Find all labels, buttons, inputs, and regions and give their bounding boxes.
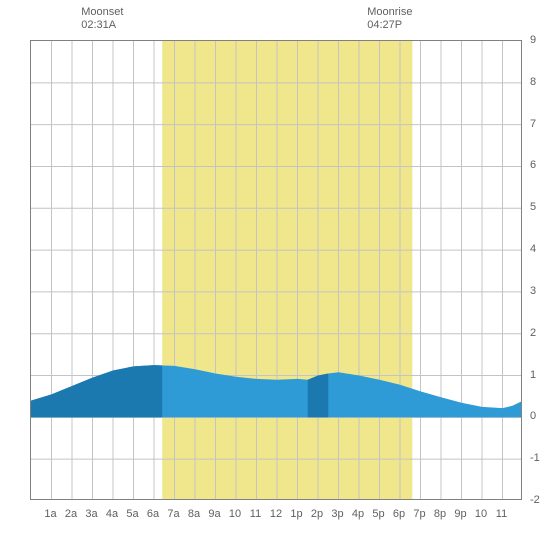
x-tick-label: 7p [413, 508, 425, 520]
x-tick-label: 1a [44, 508, 56, 520]
x-tick-label: 4p [352, 508, 364, 520]
x-tick-label: 5p [372, 508, 384, 520]
y-tick-label: 4 [530, 243, 536, 255]
x-tick-label: 11 [250, 508, 261, 520]
y-tick-label: 5 [530, 201, 536, 213]
y-tick-label: 8 [530, 76, 536, 88]
x-tick-label: 1p [290, 508, 302, 520]
x-tick-label: 12 [270, 508, 282, 520]
y-tick-label: 7 [530, 118, 536, 130]
moonset-annotation: Moonset 02:31A [81, 6, 123, 32]
y-tick-label: 2 [530, 327, 536, 339]
y-tick-label: 0 [530, 410, 536, 422]
x-tick-label: 8p [434, 508, 446, 520]
x-tick-label: 11 [496, 508, 507, 520]
y-tick-label: -2 [530, 494, 540, 506]
x-tick-label: 2p [311, 508, 323, 520]
x-tick-label: 6p [393, 508, 405, 520]
y-tick-label: 6 [530, 159, 536, 171]
x-tick-label: 10 [229, 508, 241, 520]
x-tick-label: 7a [167, 508, 179, 520]
x-tick-label: 9p [454, 508, 466, 520]
x-tick-label: 10 [475, 508, 487, 520]
moonset-time: 02:31A [81, 19, 123, 32]
plot-area [30, 40, 522, 500]
x-tick-label: 2a [65, 508, 77, 520]
y-tick-label: -1 [530, 452, 540, 464]
moonset-title: Moonset [81, 6, 123, 19]
x-tick-label: 9a [208, 508, 220, 520]
y-tick-label: 1 [530, 369, 536, 381]
tide-chart: Moonset 02:31A Moonrise 04:27P 1a 2a 3a 4a 5… [0, 0, 550, 550]
x-tick-label: 3p [331, 508, 343, 520]
moonrise-title: Moonrise [367, 6, 412, 19]
y-tick-label: 3 [530, 285, 536, 297]
y-tick-label: 9 [530, 34, 536, 46]
moonrise-time: 04:27P [367, 19, 412, 32]
moonrise-annotation: Moonrise 04:27P [367, 6, 412, 32]
x-tick-label: 6a [147, 508, 159, 520]
x-tick-label: 8a [188, 508, 200, 520]
x-tick-label: 3a [85, 508, 97, 520]
x-tick-label: 4a [106, 508, 118, 520]
plot-svg [31, 41, 522, 500]
x-tick-label: 5a [126, 508, 138, 520]
